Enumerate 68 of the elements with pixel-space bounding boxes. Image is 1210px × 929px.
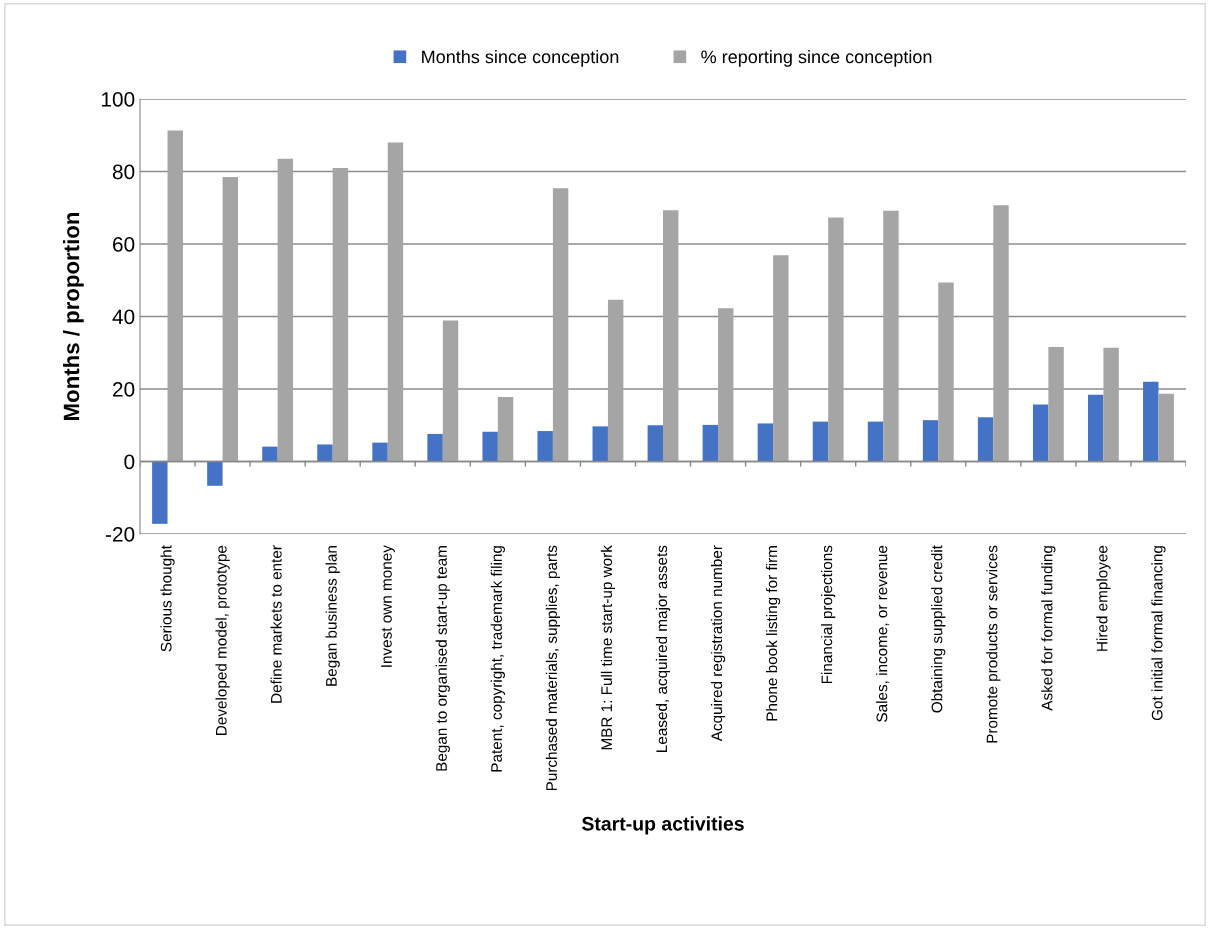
bar <box>427 433 443 462</box>
bar <box>1143 381 1159 462</box>
bar <box>222 176 238 462</box>
bar <box>1032 404 1049 462</box>
bar <box>207 461 223 486</box>
bar <box>1088 394 1104 462</box>
bar <box>663 210 679 462</box>
x-tick-label: Leased, acquired major assets <box>655 545 671 752</box>
bar <box>552 188 569 462</box>
x-axis-title: Start-up activities <box>581 816 744 835</box>
bar <box>977 417 994 462</box>
bar <box>262 446 278 462</box>
bar <box>1158 393 1174 462</box>
legend-label: % reporting since conception <box>701 50 932 67</box>
bar <box>607 299 624 462</box>
y-tick-label: 60 <box>113 237 135 252</box>
x-tick-label: Define markets to enter <box>270 545 282 703</box>
x-tick-label: Developed model, prototype <box>215 545 230 735</box>
x-tick-label: Phone book listing for firm <box>765 546 781 721</box>
bar <box>812 421 829 462</box>
x-tick-label: Sales, income, or revenue <box>876 545 890 722</box>
bar <box>757 423 774 462</box>
bar <box>828 217 844 462</box>
bar <box>442 320 459 462</box>
bar <box>372 442 388 462</box>
y-tick-label: 100 <box>101 92 135 107</box>
bar <box>922 420 939 462</box>
bar <box>1048 346 1064 462</box>
x-tick-label: Financial projections <box>821 545 836 684</box>
x-tick-label: Patent, copyright, trademark filing <box>490 546 505 772</box>
bar <box>647 425 663 462</box>
y-axis-title: Months / proportion <box>63 212 84 420</box>
bar <box>702 424 719 462</box>
legend-label: Months since conception <box>422 50 619 67</box>
x-tick-label: Asked for formal funding <box>1041 546 1056 711</box>
x-tick-label: Invest own money <box>381 545 395 667</box>
bar <box>332 167 349 462</box>
bar <box>167 130 183 462</box>
y-tick-label: 80 <box>112 164 135 180</box>
bar <box>537 431 553 462</box>
x-tick-label: Began to organised start-up team <box>435 546 450 771</box>
bar <box>718 308 734 462</box>
y-tick-label: 20 <box>113 382 135 397</box>
bar <box>497 396 514 462</box>
bar <box>773 255 789 462</box>
bar <box>883 210 899 462</box>
x-tick-label: Serious thought <box>160 545 175 652</box>
x-tick-label: Hired employee <box>1096 545 1111 651</box>
bar <box>993 205 1009 462</box>
x-tick-label: Got initial formal financing <box>1151 546 1166 721</box>
bar <box>317 444 333 462</box>
bar <box>152 461 168 524</box>
x-tick-label: MBR 1: Full time start-up work <box>600 545 616 750</box>
bar <box>592 426 608 462</box>
bar <box>867 421 884 462</box>
bar <box>277 158 294 462</box>
x-tick-label: Promote products or services <box>986 545 1001 743</box>
x-tick-label: Began business plan <box>325 546 340 686</box>
y-tick-label: 40 <box>112 309 135 325</box>
y-tick-label: -20 <box>105 527 135 542</box>
bar <box>1103 347 1119 462</box>
y-tick-label: 0 <box>124 454 135 470</box>
x-tick-label: Acquired registration number <box>710 545 726 742</box>
x-tick-label: Obtaining supplied credit <box>931 545 946 713</box>
bar <box>938 282 954 462</box>
x-tick-label: Purchased materials, supplies, parts <box>545 545 561 791</box>
bar <box>482 431 498 462</box>
bar <box>387 142 404 462</box>
